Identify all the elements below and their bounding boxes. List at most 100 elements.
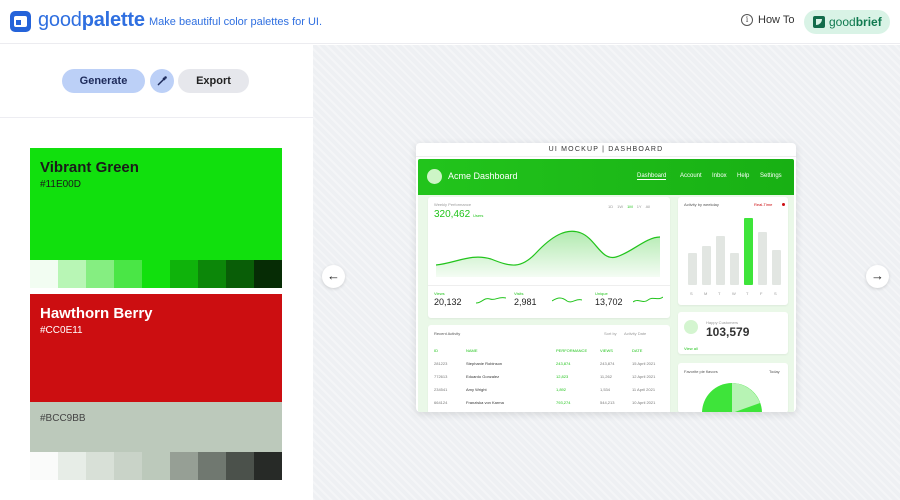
color-name: Vibrant Green — [40, 159, 139, 176]
color-hex: #BCC9BB — [40, 413, 86, 424]
palette-swatch-group: Vibrant Green #11E00D — [30, 148, 282, 288]
weekday-bar — [758, 232, 767, 285]
divider — [428, 285, 670, 286]
shade-swatch[interactable] — [170, 260, 198, 288]
shade-swatch[interactable] — [254, 452, 282, 480]
mockup-nav-inbox: Inbox — [712, 173, 727, 179]
weekday-label: S — [774, 291, 777, 296]
flavors-period: Today — [769, 369, 780, 374]
how-to-link[interactable]: i How To — [741, 14, 794, 26]
shade-swatch[interactable] — [170, 452, 198, 480]
tagline: Make beautiful color palettes for UI. — [149, 16, 323, 28]
palette-toolbar: Generate Export — [0, 45, 313, 118]
color-hex: #11E00D — [40, 179, 81, 190]
top-bar: goodpalette Make beautiful color palette… — [0, 0, 900, 44]
table-cell: 664124 — [434, 400, 448, 405]
area-line — [436, 230, 661, 266]
goodbrief-light: good — [829, 15, 856, 29]
shade-strip — [30, 260, 282, 288]
sparkline — [633, 296, 663, 303]
mockup-title: UI MOCKUP | DASHBOARD — [416, 143, 796, 157]
weekday-label: M — [704, 291, 708, 296]
range-tab: 1Y — [636, 204, 642, 209]
shade-swatch[interactable] — [254, 260, 282, 288]
recent-activity-card: Recent Activity Sort by Activity Date ID… — [428, 325, 670, 412]
palette-swatch-group: #BCC9BB — [30, 402, 282, 480]
shade-swatch[interactable] — [198, 452, 226, 480]
weekly-value: 320,462 Users — [434, 209, 483, 220]
weekly-value-number: 320,462 — [434, 209, 471, 220]
table-cell: 544,213 — [600, 400, 615, 405]
goodbrief-button[interactable]: goodbrief — [804, 10, 890, 34]
next-arrow-button[interactable]: → — [866, 265, 889, 288]
table-cell: 234541 — [434, 387, 448, 392]
app-logo[interactable]: goodpalette — [38, 9, 145, 32]
brand-light: good — [38, 9, 82, 31]
previous-arrow-button[interactable]: ← — [322, 265, 345, 288]
shade-swatch[interactable] — [30, 260, 58, 288]
eyedropper-icon — [157, 76, 167, 86]
activity-weekday-card: Activity by weekday Real-Time S M T W T F S — [678, 197, 788, 305]
range-tab: All — [645, 204, 651, 209]
happy-value: 103,579 — [706, 325, 750, 339]
shade-swatch[interactable] — [198, 260, 226, 288]
table-cell: 243,874 — [600, 361, 615, 366]
stat-value: 2,981 — [514, 297, 537, 307]
weekly-title: Weekly Performance — [434, 202, 472, 207]
goodpalette-logo-icon[interactable] — [10, 11, 31, 32]
shade-swatch[interactable] — [114, 260, 142, 288]
arrow-right-icon: → — [871, 268, 884, 283]
shade-swatch[interactable] — [86, 260, 114, 288]
table-header-cell: VIEWS — [600, 348, 613, 353]
weekday-label: F — [760, 291, 763, 296]
mockup-nav-settings: Settings — [760, 173, 782, 179]
shade-swatch[interactable] — [142, 260, 170, 288]
realtime-dot — [782, 203, 785, 206]
table-cell: 12 April 2021 — [632, 374, 656, 379]
flavors-title: Favorite pie flavors — [684, 369, 718, 374]
shade-swatch[interactable] — [226, 452, 254, 480]
stat-label: Unique — [595, 291, 608, 296]
range-tab: 1D — [608, 204, 614, 209]
shade-swatch[interactable] — [86, 452, 114, 480]
shade-swatch[interactable] — [114, 452, 142, 480]
shade-swatch[interactable] — [30, 452, 58, 480]
recent-title: Recent Activity — [434, 331, 461, 336]
range-tabs: 1D 1W 1M 1Y All — [608, 204, 650, 209]
table-cell: Eduardo Gonzalez — [466, 374, 500, 379]
mockup-brand: Acme Dashboard — [448, 171, 518, 181]
table-cell: 11 April 2021 — [632, 387, 656, 392]
table-header-cell: ID — [434, 348, 438, 353]
shade-swatch[interactable] — [142, 452, 170, 480]
mockup-logo — [427, 169, 442, 184]
weekday-bar — [688, 253, 697, 285]
range-tab: 1M — [627, 204, 633, 209]
color-picker-button[interactable] — [150, 69, 174, 93]
shade-swatch[interactable] — [226, 260, 254, 288]
weekday-label: S — [690, 291, 693, 296]
sparkline — [476, 297, 506, 304]
color-swatch[interactable]: Vibrant Green #11E00D — [30, 148, 282, 260]
weekday-bar — [702, 246, 711, 285]
shade-swatch[interactable] — [58, 452, 86, 480]
mockup-header: Acme Dashboard Dashboard Account Inbox H… — [418, 159, 794, 197]
goodbrief-logo-icon — [813, 16, 825, 28]
shade-swatch[interactable] — [58, 260, 86, 288]
pie-slice-minor — [732, 383, 760, 412]
table-cell: 12,823 — [556, 374, 569, 379]
mockup-nav-account: Account — [680, 173, 702, 179]
table-cell: 1,534 — [600, 387, 611, 392]
mockup-nav-dashboard: Dashboard — [637, 173, 667, 180]
weekday-bar — [730, 253, 739, 285]
generate-button[interactable]: Generate — [62, 69, 145, 93]
color-swatch[interactable]: Hawthorn Berry #CC0E11 — [30, 294, 282, 406]
activity-title: Activity by weekday — [684, 202, 719, 207]
export-button[interactable]: Export — [178, 69, 249, 93]
sort-value[interactable]: Activity Date — [624, 331, 647, 336]
goodbrief-label: goodbrief — [829, 15, 882, 29]
table-cell: 1,892 — [556, 387, 567, 392]
table-cell: Amy Wright — [466, 387, 487, 392]
stat-label: Views — [434, 291, 445, 296]
view-all-link[interactable]: View all — [684, 346, 698, 351]
color-swatch[interactable]: #BCC9BB — [30, 402, 282, 452]
